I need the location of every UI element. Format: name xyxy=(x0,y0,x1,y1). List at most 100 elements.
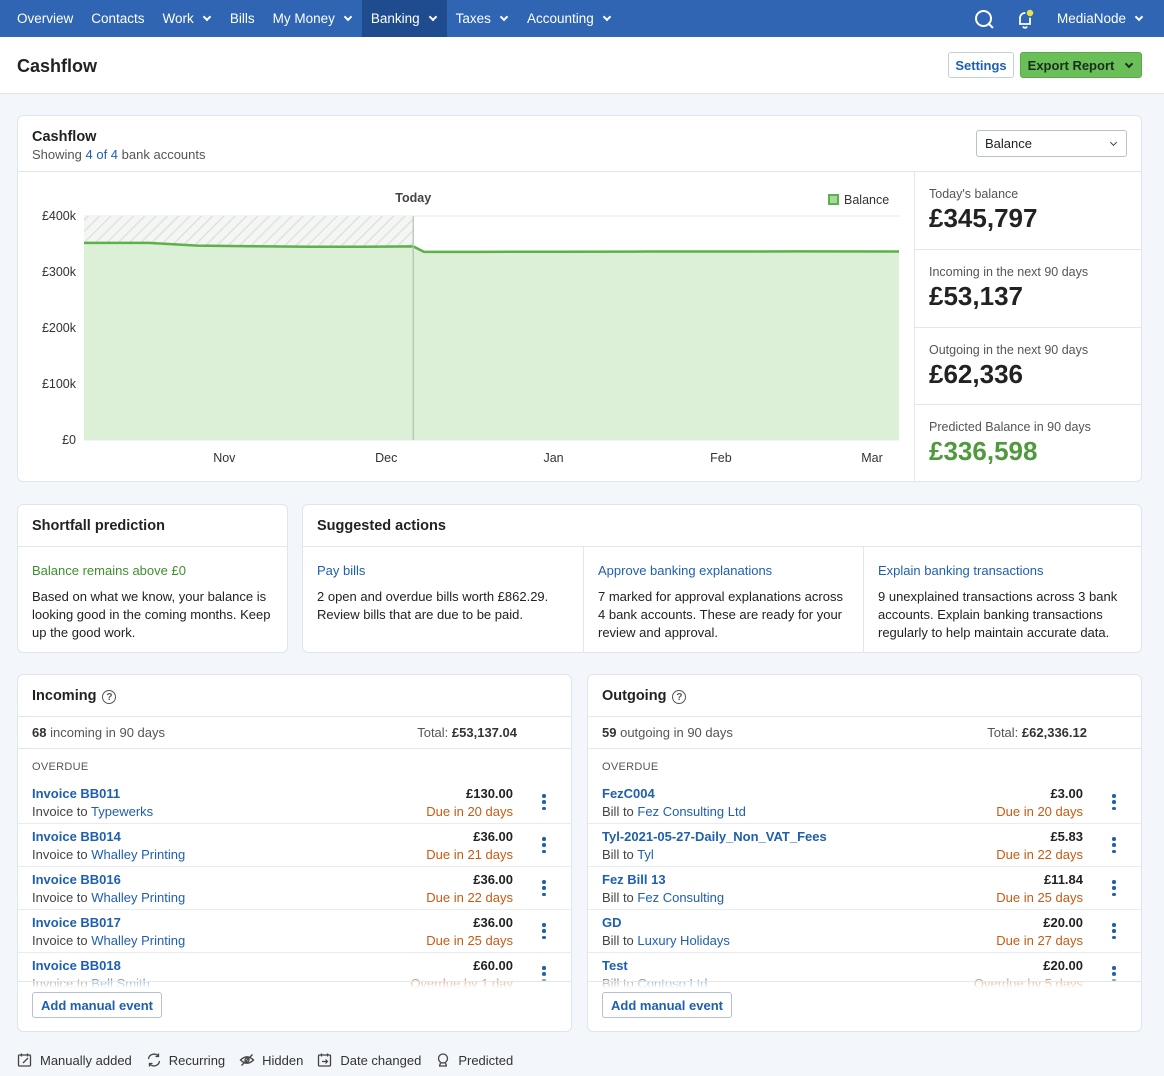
suggested-action-link[interactable]: Explain banking transactions xyxy=(878,563,1044,578)
item-title-link[interactable]: Invoice BB011 xyxy=(32,786,121,801)
x-tick-label: Feb xyxy=(710,451,732,465)
item-title-link[interactable]: Tyl-2021-05-27-Daily_Non_VAT_Fees xyxy=(602,829,827,844)
organisation-menu[interactable]: MediaNode xyxy=(1057,11,1144,26)
export-report-button[interactable]: Export Report xyxy=(1020,52,1142,78)
list-item: Fez Bill 13 Bill to Fez Consulting £11.84 D… xyxy=(588,867,1141,910)
nav-item-label: My Money xyxy=(272,11,335,26)
item-amount: £36.00 xyxy=(473,829,513,844)
more-options-icon[interactable] xyxy=(1112,923,1116,939)
item-party-prefix: Bill to xyxy=(602,890,634,905)
y-tick-label: £400k xyxy=(42,209,77,223)
item-party-link[interactable]: Luxury Holidays xyxy=(637,933,730,948)
item-title-link[interactable]: Invoice BB016 xyxy=(32,872,121,887)
y-tick-label: £0 xyxy=(62,433,76,447)
cashflow-title: Cashflow xyxy=(32,129,97,145)
incoming-footer: Add manual event xyxy=(18,981,571,1031)
legend-label: Manually added xyxy=(40,1052,132,1068)
stat-value: £345,797 xyxy=(929,203,1038,233)
more-options-icon[interactable] xyxy=(1112,794,1116,810)
item-title-link[interactable]: Invoice BB014 xyxy=(32,829,121,844)
chevron-down-icon xyxy=(343,12,353,22)
help-icon[interactable]: ? xyxy=(102,690,117,704)
more-options-icon[interactable] xyxy=(1112,837,1116,853)
suggested-action-text: 2 open and overdue bills worth £862.29. … xyxy=(317,589,549,622)
item-party-link[interactable]: Whalley Printing xyxy=(91,933,186,948)
incoming-title: Incoming xyxy=(32,688,97,704)
item-amount: £36.00 xyxy=(473,915,513,930)
nav-item-accounting[interactable]: Accounting xyxy=(518,0,621,37)
item-title-link[interactable]: Invoice BB018 xyxy=(32,958,121,973)
legend-item: Manually added xyxy=(17,1052,132,1068)
x-tick-label: Jan xyxy=(543,451,563,465)
settings-button[interactable]: Settings xyxy=(948,52,1014,78)
item-party-prefix: Invoice to xyxy=(32,890,88,905)
item-party-link[interactable]: Fez Consulting Ltd xyxy=(637,804,746,819)
nav-item-banking[interactable]: Banking xyxy=(361,0,447,37)
item-amount: £5.83 xyxy=(1050,829,1083,844)
incoming-header: Incoming? xyxy=(18,675,571,717)
outgoing-summary: 59 outgoing in 90 days Total: £62,336.12 xyxy=(588,717,1141,749)
chevron-down-icon xyxy=(602,12,611,22)
chart-mode-value: Balance xyxy=(985,136,1032,151)
item-party-link[interactable]: Tyl xyxy=(637,847,654,862)
list-item: Invoice BB016 Invoice to Whalley Printing… xyxy=(18,867,571,910)
notifications-bell-icon[interactable] xyxy=(1015,7,1035,30)
nav-item-label: Taxes xyxy=(455,11,491,26)
nav-item-work[interactable]: Work xyxy=(154,0,221,37)
legend-label: Recurring xyxy=(168,1052,226,1068)
suggested-action: Pay bills 2 open and overdue bills worth … xyxy=(303,547,583,652)
item-party: Bill to Fez Consulting xyxy=(602,890,724,905)
item-title-link[interactable]: Fez Bill 13 xyxy=(602,872,666,887)
chevron-down-icon xyxy=(1109,138,1118,146)
suggested-action-text: 7 marked for approval explanations acros… xyxy=(598,589,843,640)
chevron-down-icon xyxy=(202,12,212,22)
y-tick-label: £100k xyxy=(42,377,77,391)
item-party-link[interactable]: Whalley Printing xyxy=(91,890,186,905)
shortfall-title: Shortfall prediction xyxy=(18,505,287,547)
item-party: Invoice to Whalley Printing xyxy=(32,933,185,948)
incoming-panel: Incoming? 68 incoming in 90 days Total: £5… xyxy=(17,674,572,1032)
suggested-action-text: 9 unexplained transactions across 3 bank… xyxy=(878,589,1118,640)
bank-accounts-link[interactable]: 4 of 4 xyxy=(85,147,119,162)
shortfall-heading: Balance remains above £0 xyxy=(32,563,186,578)
more-options-icon[interactable] xyxy=(542,923,546,939)
item-title-link[interactable]: GD xyxy=(602,915,622,930)
x-tick-label: Dec xyxy=(375,451,397,465)
search-icon[interactable] xyxy=(974,9,993,28)
nav-item-my-money[interactable]: My Money xyxy=(264,0,362,37)
more-options-icon[interactable] xyxy=(542,794,546,810)
nav-item-overview[interactable]: Overview xyxy=(0,0,82,37)
item-due: Due in 25 days xyxy=(996,890,1083,905)
more-options-icon[interactable] xyxy=(542,837,546,853)
add-manual-event-button[interactable]: Add manual event xyxy=(32,992,162,1018)
cashflow-stats: Today's balance £345,797 Incoming in the n… xyxy=(914,171,1142,482)
item-title-link[interactable]: Test xyxy=(602,958,628,973)
suggested-actions-panel: Suggested actions Pay bills 2 open and ov… xyxy=(302,504,1142,653)
item-party-link[interactable]: Fez Consulting xyxy=(637,890,725,905)
balance-line xyxy=(84,241,900,254)
suggested-action-link[interactable]: Pay bills xyxy=(317,563,366,578)
item-party-link[interactable]: Whalley Printing xyxy=(91,847,186,862)
chart-legend[interactable]: Balance xyxy=(828,193,889,207)
help-icon[interactable]: ? xyxy=(672,690,687,704)
item-party-link[interactable]: Typewerks xyxy=(91,804,154,819)
legend-item: Hidden xyxy=(239,1052,303,1068)
page-header: Cashflow Settings Export Report xyxy=(0,37,1164,94)
item-title-link[interactable]: Invoice BB017 xyxy=(32,915,121,930)
item-amount: £130.00 xyxy=(466,786,513,801)
nav-item-contacts[interactable]: Contacts xyxy=(82,0,153,37)
nav-item-taxes[interactable]: Taxes xyxy=(447,0,518,37)
nav-item-label: Contacts xyxy=(91,11,145,26)
cashflow-subtitle: Showing 4 of 4 bank accounts xyxy=(32,147,206,162)
chart-mode-select[interactable]: Balance xyxy=(976,130,1127,157)
stat-block: Predicted Balance in 90 days £336,598 xyxy=(915,405,1142,483)
suggested-action-link[interactable]: Approve banking explanations xyxy=(598,563,773,578)
group-label: OVERDUE xyxy=(602,761,659,773)
more-options-icon[interactable] xyxy=(542,880,546,896)
chevron-down-icon xyxy=(1134,12,1144,22)
item-title-link[interactable]: FezC004 xyxy=(602,786,655,801)
more-options-icon[interactable] xyxy=(1112,880,1116,896)
nav-item-bills[interactable]: Bills xyxy=(221,0,264,37)
add-manual-event-button[interactable]: Add manual event xyxy=(602,992,732,1018)
recurring-icon xyxy=(146,1052,162,1068)
